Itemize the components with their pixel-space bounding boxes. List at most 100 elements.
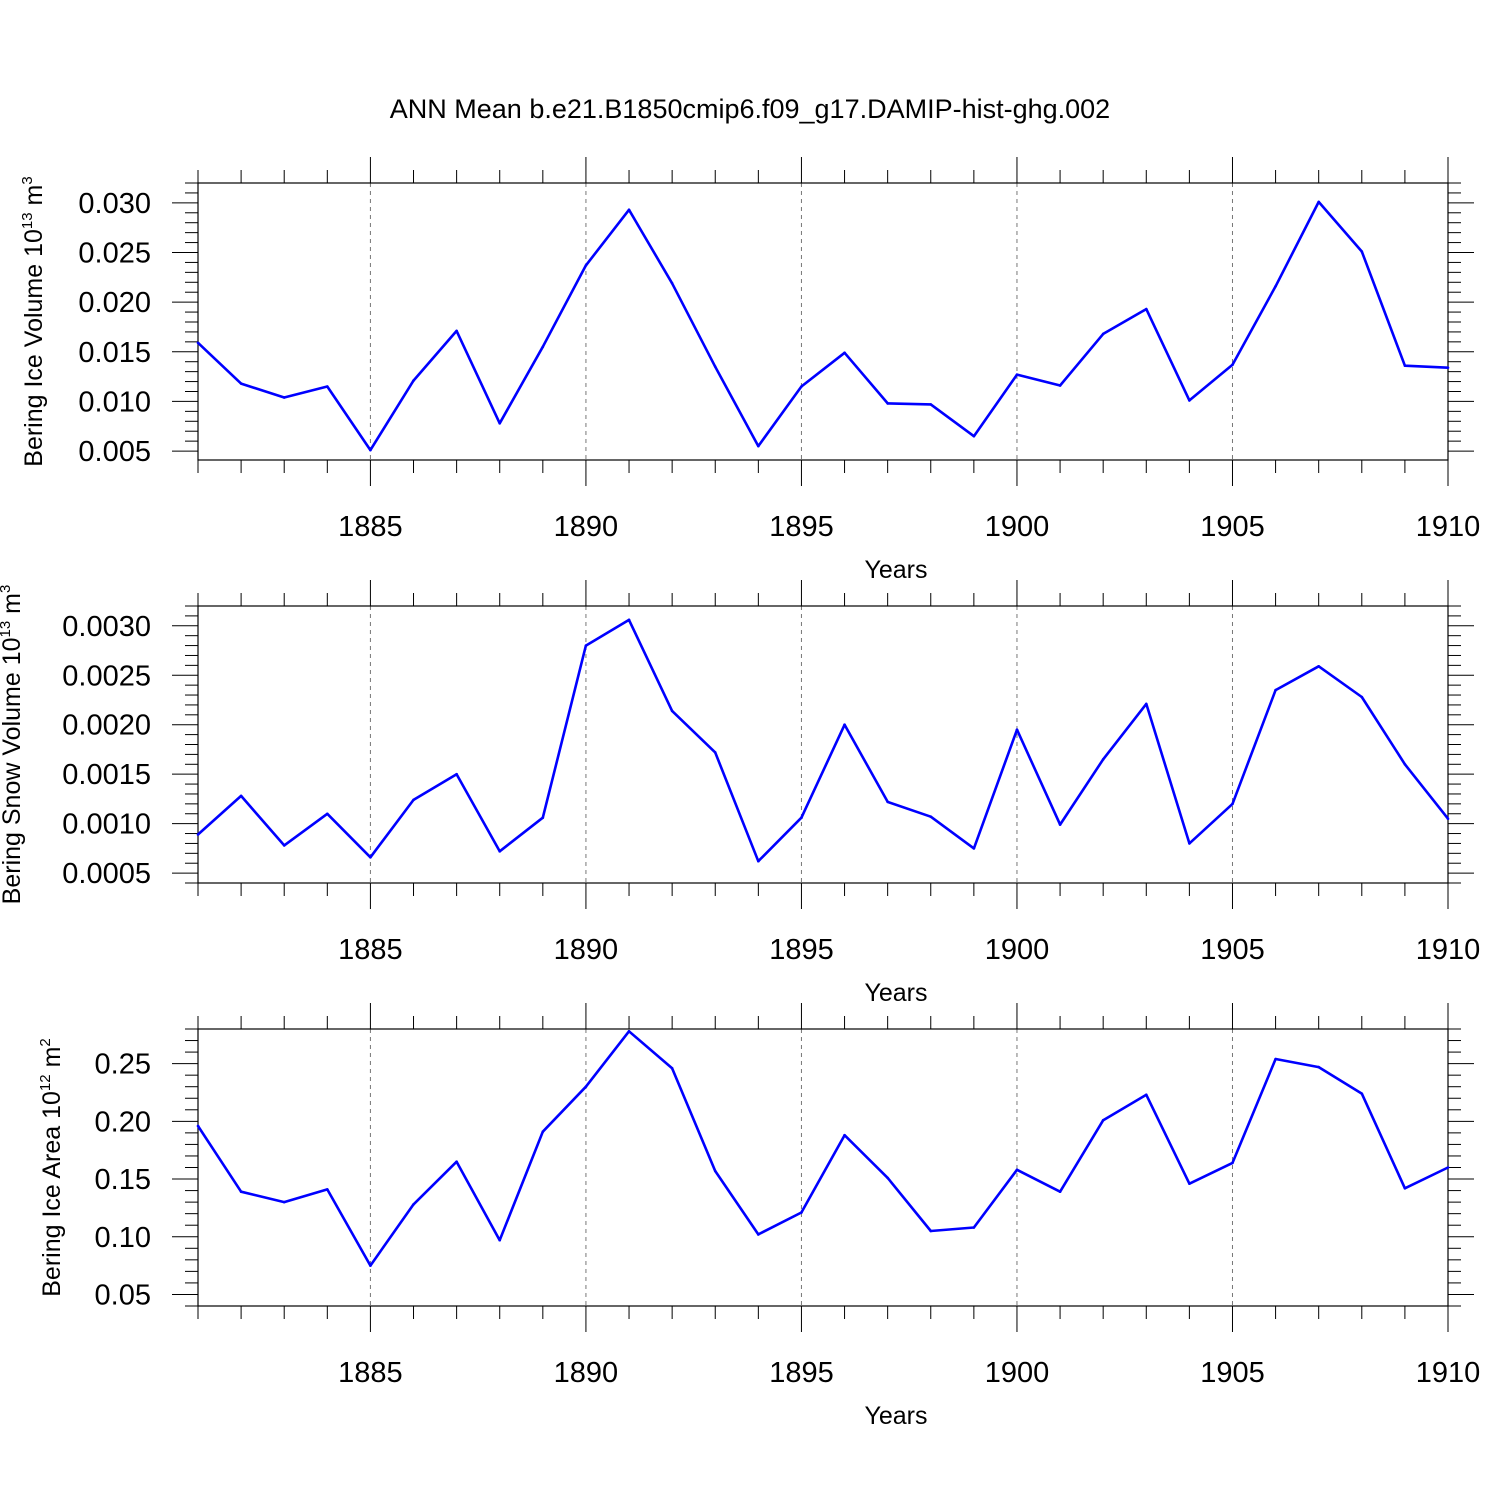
data-point [627, 1030, 631, 1033]
x-tick-label: 1910 [1416, 934, 1481, 966]
y-axis-label-superscript: 13 [0, 621, 14, 638]
x-tick-label: 1890 [554, 511, 619, 543]
data-point [1274, 284, 1277, 288]
data-point [1101, 332, 1105, 336]
y-tick-label: 0.0010 [62, 809, 151, 841]
data-point [972, 1226, 976, 1229]
y-axis-label-text: m [0, 593, 26, 621]
data-point [369, 448, 372, 452]
data-point [584, 264, 588, 267]
data-point [1403, 762, 1407, 766]
data-point [1446, 1166, 1450, 1169]
data-point [1144, 1093, 1148, 1097]
data-point [1446, 817, 1450, 820]
y-tick-label: 0.05 [95, 1279, 151, 1311]
data-point [713, 365, 717, 368]
data-point [326, 812, 329, 816]
data-point [800, 385, 803, 388]
data-point [1188, 1182, 1191, 1185]
x-tick-label: 1885 [338, 934, 403, 966]
plot-frame [197, 182, 1449, 461]
data-point [843, 351, 846, 355]
data-point [1317, 1065, 1320, 1069]
data-point [1058, 384, 1062, 387]
data-point [1360, 695, 1364, 699]
panels: 0.005 0.010 0.015 0.020 0.025 0.030 1885 1890 18… [0, 157, 1480, 1430]
x-tick-label: 1895 [769, 1357, 834, 1389]
x-axis-label: Years [864, 1402, 927, 1430]
x-tick-label: 1885 [338, 1357, 403, 1389]
x-tick-label: 1905 [1200, 934, 1265, 966]
data-point [455, 329, 458, 333]
y-tick-label: 0.025 [78, 237, 151, 269]
data-point [541, 345, 545, 349]
data-point [1015, 1168, 1019, 1172]
series-line [196, 1030, 1449, 1267]
y-tick-label: 0.10 [95, 1222, 151, 1254]
data-point [1101, 1118, 1105, 1122]
data-point [670, 281, 674, 285]
y-tick-label: 0.005 [78, 436, 151, 468]
data-point [800, 816, 803, 820]
panel-3: 0.05 0.10 0.15 0.20 0.25 1885 1890 1895 1900 1905… [37, 1003, 1480, 1430]
data-point [1446, 366, 1450, 369]
data-point [369, 855, 372, 859]
y-tick-label: 0.15 [95, 1164, 151, 1196]
y-axis-label: Bering Snow Volume 1013 m3 [0, 585, 26, 905]
x-tick-label: 1905 [1200, 1357, 1265, 1389]
y-axis-label-text: Bering Ice Volume 10 [20, 229, 48, 467]
data-point [1231, 363, 1234, 366]
y-tick-label: 0.0030 [62, 611, 151, 643]
data-point [412, 798, 415, 802]
data-point [498, 1238, 502, 1242]
data-point [584, 1085, 588, 1089]
data-point [1188, 399, 1191, 402]
data-point [1231, 802, 1234, 806]
data-point [757, 1233, 760, 1236]
data-point [713, 1169, 717, 1173]
figure-title: ANN Mean b.e21.B1850cmip6.f09_g17.DAMIP-… [390, 94, 1110, 124]
plot-frame [197, 1028, 1449, 1307]
data-point [1015, 373, 1019, 376]
data-point [1360, 1092, 1364, 1095]
x-axis-label: Years [864, 979, 927, 1007]
x-tick-label: 1910 [1416, 511, 1481, 543]
y-axis-label-text: Bering Ice Area 10 [38, 1091, 66, 1297]
data-point [1188, 842, 1191, 845]
y-tick-label: 0.0015 [62, 759, 151, 791]
x-tick-label: 1890 [554, 934, 619, 966]
data-point [412, 1203, 415, 1206]
data-point [326, 385, 329, 388]
y-tick-label: 0.020 [78, 287, 151, 319]
data-point [1144, 702, 1148, 706]
data-point [713, 751, 717, 754]
data-point [196, 1124, 200, 1128]
y-axis-label-superscript: 2 [37, 1038, 54, 1046]
y-tick-label: 0.010 [78, 386, 151, 418]
data-point [455, 1160, 458, 1164]
data-point [843, 723, 846, 727]
data-point [1058, 1190, 1062, 1194]
y-tick-label: 0.0020 [62, 710, 151, 742]
x-tick-label: 1890 [554, 1357, 619, 1389]
panel-2: 0.0005 0.0010 0.0015 0.0020 0.0025 0.0030 1885… [0, 580, 1480, 1007]
data-point [1274, 1057, 1277, 1061]
data-point [196, 341, 200, 345]
data-point [369, 1264, 372, 1267]
x-tick-label: 1895 [769, 511, 834, 543]
data-point [326, 1188, 329, 1191]
data-point [541, 816, 545, 820]
y-tick-label: 0.0005 [62, 858, 151, 890]
data-point [498, 421, 502, 425]
x-axis-label: Years [864, 556, 927, 584]
data-point [282, 1200, 286, 1204]
x-tick-label: 1900 [985, 1357, 1050, 1389]
x-tick-label: 1900 [985, 511, 1050, 543]
data-point [1101, 758, 1105, 761]
data-point [627, 618, 631, 622]
data-point [800, 1211, 803, 1214]
data-point [757, 859, 760, 863]
y-axis-label-superscript: 3 [19, 176, 36, 184]
data-point [541, 1130, 545, 1134]
